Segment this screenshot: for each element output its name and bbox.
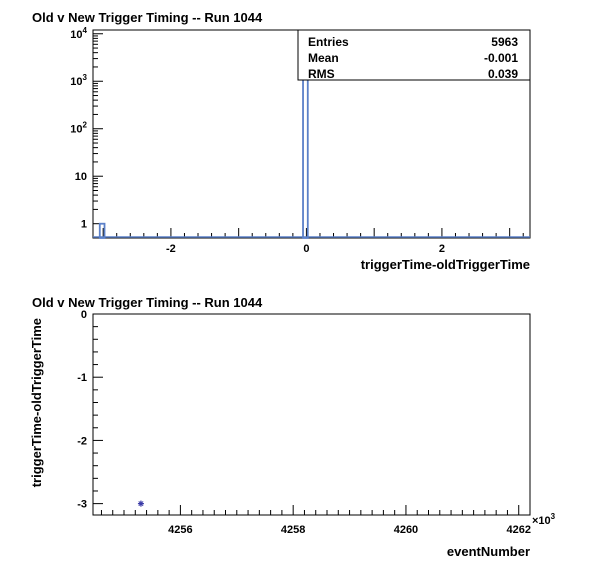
scatter-x-tick-label: 4260 (394, 524, 418, 536)
stats-box-frame (297, 29, 531, 81)
histogram-y-tick-label: 104 (70, 26, 87, 41)
scatter-points (137, 500, 144, 507)
histogram-x-axis-label: triggerTime-oldTriggerTime (361, 257, 530, 272)
scatter-point (137, 500, 144, 507)
scatter-y-tick-label: -1 (77, 372, 87, 384)
stats-box: Entries 5963 Mean -0.001 RMS 0.039 (297, 29, 531, 81)
histogram-y-tick-label: 103 (70, 73, 87, 88)
stats-value: 0.039 (488, 67, 518, 81)
scatter-x-axis-label: eventNumber (447, 544, 530, 559)
stats-label: Entries (308, 35, 349, 49)
scatter-x-tick-label: 4256 (168, 524, 192, 536)
histogram-y-tick-label: 1 (81, 219, 87, 231)
scatter-x-multiplier-base: ×10 (532, 515, 551, 527)
scatter-title: Old v New Trigger Timing -- Run 1044 (32, 295, 263, 310)
scatter-x-tick-label: 4258 (281, 524, 305, 536)
stats-label: Mean (308, 51, 339, 65)
scatter-y-tick-label: 0 (81, 309, 87, 321)
scatter-y-axis-label: triggerTime-oldTriggerTime (29, 318, 44, 487)
histogram-x-tick-label: -2 (166, 243, 176, 255)
scatter-y-tick-label: -3 (77, 499, 87, 511)
scatter-y-tick-label: -2 (77, 435, 87, 447)
scatter-axes: 0 -1 -2 -3 4256 4258 4260 4262 (77, 309, 531, 536)
stats-rows: Entries 5963 Mean -0.001 RMS 0.039 (308, 35, 518, 81)
stats-value: -0.001 (484, 51, 518, 65)
stats-label: RMS (308, 67, 335, 81)
histogram-y-tick-label: 10 (75, 171, 87, 183)
histogram-bin (98, 222, 106, 239)
histogram-title: Old v New Trigger Timing -- Run 1044 (32, 10, 263, 25)
scatter-x-multiplier-exp: 3 (551, 512, 556, 521)
scatter-panel: Old v New Trigger Timing -- Run 1044 0 -1… (29, 295, 556, 559)
histogram-y-tick-label: 102 (70, 121, 87, 136)
stats-value: 5963 (491, 35, 518, 49)
scatter-frame (92, 313, 531, 516)
histogram-x-tick-label: 2 (439, 243, 445, 255)
scatter-x-multiplier: ×103 (532, 512, 556, 527)
histogram-panel: Old v New Trigger Timing -- Run 1044 1 10… (32, 10, 531, 272)
scatter-x-tick-label: 4262 (506, 524, 530, 536)
histogram-x-tick-label: 0 (303, 243, 309, 255)
